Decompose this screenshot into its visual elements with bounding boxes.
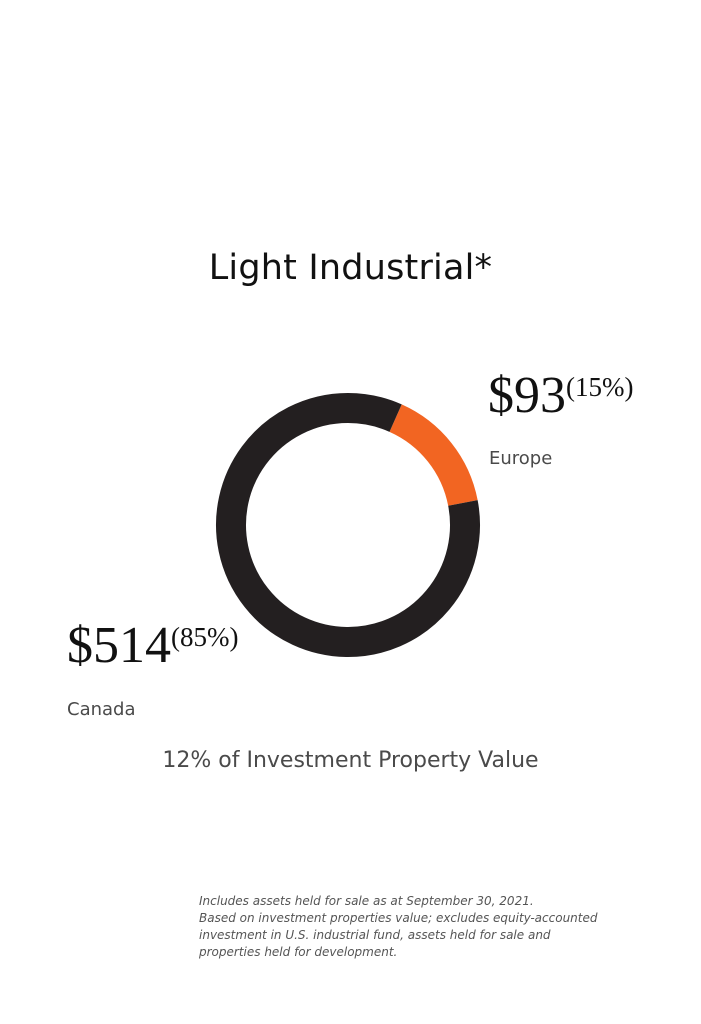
value-amount-canada: $514 [67,617,171,674]
chart-subtitle: 12% of Investment Property Value [162,748,539,773]
value-label-canada: $514(85%) [67,620,238,672]
footnote-line: properties held for development. [199,945,398,959]
footnote-line: Based on investment properties value; ex… [199,911,598,925]
value-amount-europe: $93 [488,367,566,424]
region-label-canada: Canada [67,699,136,720]
footnote-line: Includes assets held for sale as at Sept… [199,894,534,908]
value-percent-canada: (85%) [171,622,239,652]
chart-title: Light Industrial* [208,248,493,288]
footnote-line: investment in U.S. industrial fund, asse… [199,928,551,942]
donut-slice-europe [389,404,478,507]
footnotes: Includes assets held for sale as at Sept… [199,893,669,961]
value-percent-europe: (15%) [566,372,634,402]
donut-slice-canada [216,393,480,657]
value-label-europe: $93(15%) [488,370,633,422]
region-label-europe: Europe [489,448,553,469]
